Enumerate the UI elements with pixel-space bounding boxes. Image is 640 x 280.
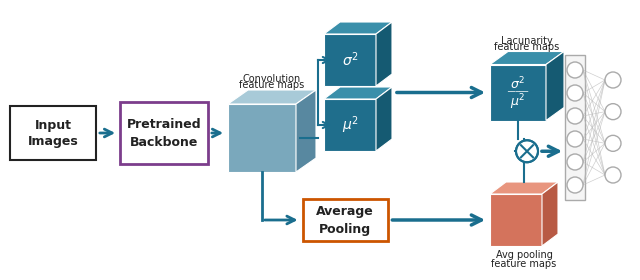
Text: Avg pooling: Avg pooling <box>495 250 552 260</box>
Polygon shape <box>546 52 564 120</box>
Polygon shape <box>542 182 558 246</box>
Text: feature maps: feature maps <box>492 259 557 269</box>
Text: Input: Input <box>35 118 72 132</box>
Polygon shape <box>490 194 542 246</box>
Polygon shape <box>324 87 392 99</box>
Text: feature maps: feature maps <box>239 80 305 90</box>
Text: $\sigma^2$: $\sigma^2$ <box>342 51 358 69</box>
Circle shape <box>567 177 583 193</box>
Polygon shape <box>324 99 376 151</box>
Text: Backbone: Backbone <box>130 136 198 148</box>
Polygon shape <box>228 90 316 104</box>
Polygon shape <box>376 22 392 86</box>
Text: $\sigma^2$: $\sigma^2$ <box>511 75 525 92</box>
Circle shape <box>605 135 621 151</box>
FancyBboxPatch shape <box>303 199 387 241</box>
Text: $\mu^2$: $\mu^2$ <box>342 114 358 136</box>
Circle shape <box>567 108 583 124</box>
Polygon shape <box>490 52 564 64</box>
FancyBboxPatch shape <box>10 106 96 160</box>
Text: $\mu^2$: $\mu^2$ <box>510 93 525 112</box>
Polygon shape <box>376 87 392 151</box>
Polygon shape <box>228 104 296 172</box>
Text: Convolution: Convolution <box>243 74 301 84</box>
Text: Images: Images <box>28 134 78 148</box>
Text: Lacunarity: Lacunarity <box>501 36 553 46</box>
Text: feature maps: feature maps <box>494 41 559 52</box>
Polygon shape <box>296 90 316 172</box>
Text: Pretrained: Pretrained <box>127 118 202 130</box>
Circle shape <box>516 140 538 162</box>
FancyBboxPatch shape <box>120 102 208 164</box>
Circle shape <box>605 104 621 120</box>
Text: Pooling: Pooling <box>319 223 371 235</box>
Circle shape <box>567 131 583 147</box>
Circle shape <box>567 85 583 101</box>
Circle shape <box>567 62 583 78</box>
Text: ─────: ───── <box>508 90 529 95</box>
Polygon shape <box>324 22 392 34</box>
Polygon shape <box>324 34 376 86</box>
Circle shape <box>605 72 621 88</box>
Circle shape <box>605 167 621 183</box>
Text: Average: Average <box>316 204 374 218</box>
Polygon shape <box>490 64 546 120</box>
Circle shape <box>567 154 583 170</box>
Polygon shape <box>490 182 558 194</box>
FancyBboxPatch shape <box>565 55 585 200</box>
